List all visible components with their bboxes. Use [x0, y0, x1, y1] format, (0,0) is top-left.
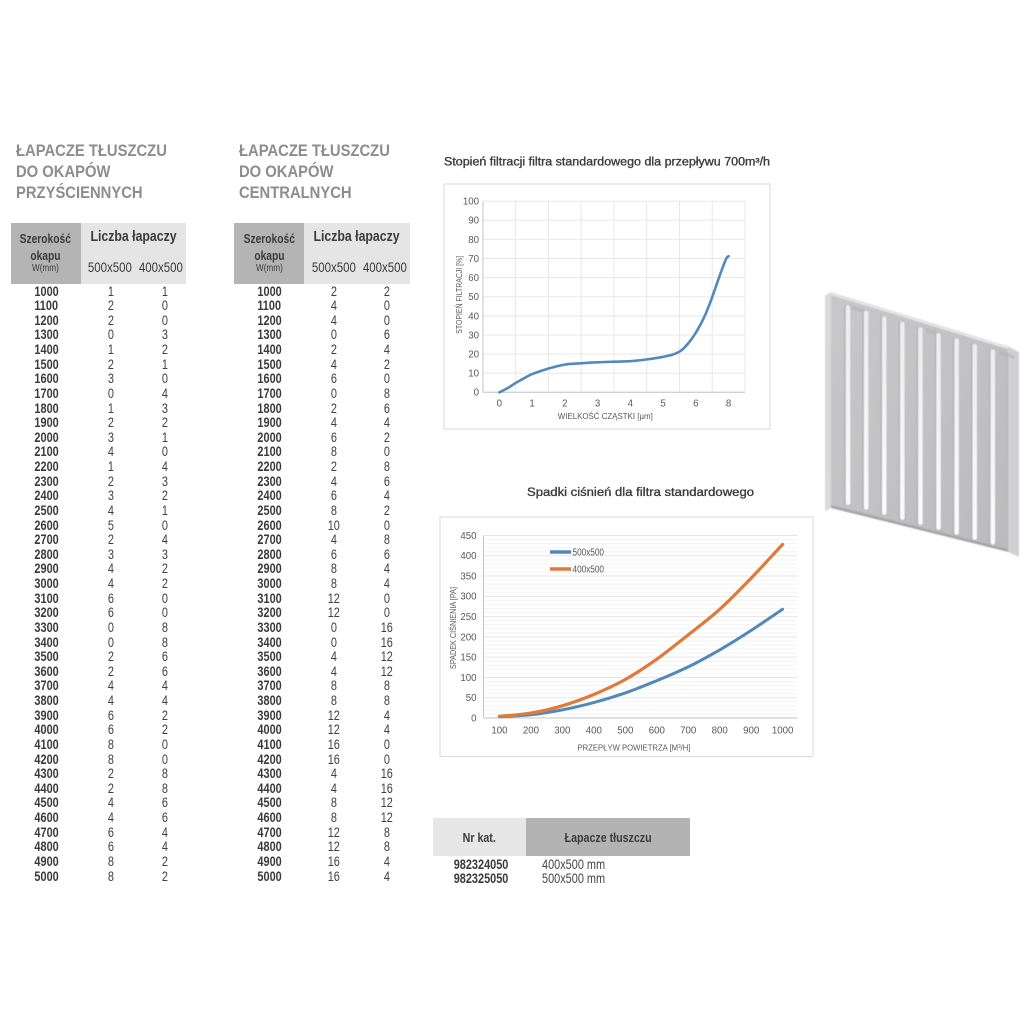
svg-text:5: 5 [660, 399, 665, 410]
svg-text:50: 50 [466, 693, 477, 704]
svg-text:SPADEK CIŚNIENIA [PA]: SPADEK CIŚNIENIA [PA] [447, 587, 458, 669]
svg-text:150: 150 [460, 653, 477, 664]
svg-text:900: 900 [743, 726, 760, 737]
svg-text:10: 10 [468, 369, 479, 380]
svg-text:0: 0 [474, 388, 480, 399]
svg-text:WIELKOŚĆ CZĄSTKI [µm]: WIELKOŚĆ CZĄSTKI [µm] [558, 410, 653, 421]
svg-text:STOPIEŃ FILTRACJI [%]: STOPIEŃ FILTRACJI [%] [454, 256, 464, 334]
svg-text:400: 400 [586, 726, 603, 737]
svg-text:500x500: 500x500 [573, 547, 605, 558]
svg-text:250: 250 [460, 612, 477, 623]
svg-text:1: 1 [529, 399, 534, 410]
svg-text:300: 300 [554, 726, 571, 737]
svg-text:4: 4 [628, 399, 634, 410]
svg-text:2: 2 [562, 399, 567, 410]
svg-text:80: 80 [468, 235, 479, 246]
svg-text:Spadki ciśnień dla filtra stan: Spadki ciśnień dla filtra standardowego [527, 487, 754, 499]
svg-text:8: 8 [726, 399, 731, 410]
svg-text:700: 700 [680, 726, 697, 737]
svg-text:200: 200 [523, 726, 540, 737]
svg-text:100: 100 [460, 673, 477, 684]
svg-text:400: 400 [460, 551, 477, 562]
svg-text:PRZEPŁYW POWIETRZA [M³/H]: PRZEPŁYW POWIETRZA [M³/H] [578, 743, 691, 753]
svg-text:60: 60 [468, 273, 479, 284]
svg-text:600: 600 [649, 726, 666, 737]
svg-text:100: 100 [463, 197, 480, 208]
svg-text:100: 100 [491, 726, 508, 737]
svg-text:6: 6 [693, 399, 698, 410]
svg-text:70: 70 [468, 254, 479, 265]
svg-text:50: 50 [468, 292, 479, 303]
svg-text:400x500: 400x500 [573, 564, 605, 575]
svg-text:0: 0 [497, 399, 503, 410]
svg-text:90: 90 [468, 216, 479, 227]
svg-text:3: 3 [595, 399, 600, 410]
svg-text:1000: 1000 [772, 726, 794, 737]
svg-text:Stopień filtracji filtra stand: Stopień filtracji filtra standardowego d… [444, 156, 770, 168]
svg-text:500: 500 [617, 726, 634, 737]
svg-text:350: 350 [460, 571, 477, 582]
svg-text:200: 200 [460, 632, 477, 643]
svg-text:20: 20 [468, 350, 479, 361]
svg-text:30: 30 [468, 330, 479, 341]
svg-text:300: 300 [460, 592, 477, 603]
svg-text:0: 0 [471, 713, 477, 724]
svg-text:800: 800 [712, 726, 729, 737]
svg-text:40: 40 [468, 311, 479, 322]
svg-text:450: 450 [460, 531, 477, 542]
